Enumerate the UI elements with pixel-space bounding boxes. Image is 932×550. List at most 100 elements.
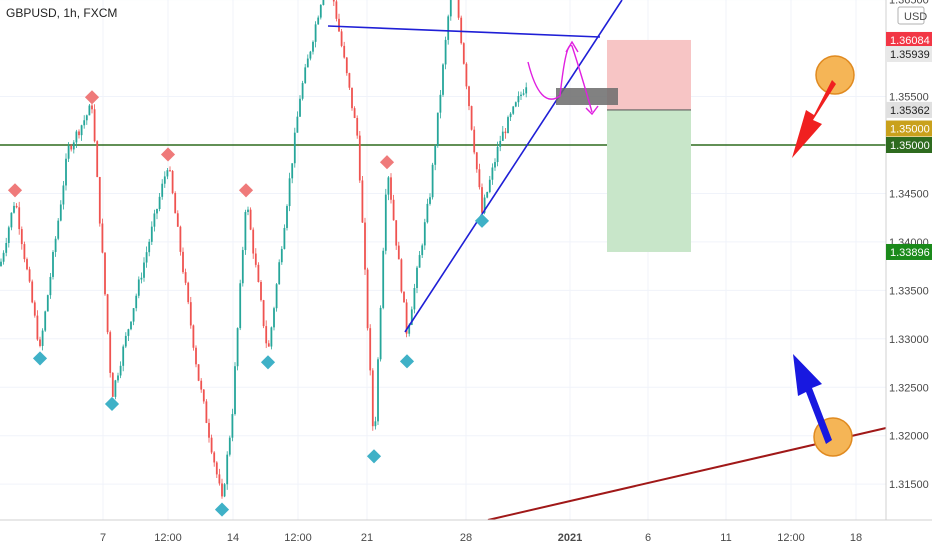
price-tick-label: 1.33500 bbox=[889, 285, 929, 297]
price-axis-background bbox=[886, 0, 932, 550]
candle-body bbox=[384, 194, 387, 251]
candle-body bbox=[109, 332, 112, 373]
candle-body bbox=[286, 206, 288, 228]
time-tick-label: 28 bbox=[460, 532, 472, 544]
candle-body bbox=[111, 372, 114, 397]
support-trendline bbox=[404, 0, 623, 333]
candle-body bbox=[462, 43, 465, 64]
price-axis[interactable]: 1.365001.355001.345001.340001.335001.330… bbox=[885, 0, 932, 550]
price-tag-label: 1.35000 bbox=[890, 124, 930, 136]
candle-body bbox=[416, 267, 418, 289]
candle-body bbox=[59, 204, 62, 221]
candle-body bbox=[403, 291, 405, 303]
candle-body bbox=[312, 41, 314, 52]
candle-body bbox=[447, 16, 450, 40]
candle-body bbox=[481, 187, 483, 213]
candle-body bbox=[166, 170, 169, 177]
candle-body bbox=[2, 252, 5, 262]
candle-body bbox=[226, 454, 229, 485]
candle-body bbox=[213, 452, 216, 463]
candle-body bbox=[169, 170, 171, 172]
candle-body bbox=[283, 227, 286, 249]
time-axis-background bbox=[0, 520, 932, 550]
candle-body bbox=[457, 0, 460, 18]
short-position-tool[interactable] bbox=[607, 39, 691, 252]
candle-body bbox=[449, 0, 452, 17]
candle-body bbox=[130, 321, 132, 330]
time-axis[interactable]: 7 12:00 14 12:00 21 28 2021 6 11 12:00 18 bbox=[0, 519, 932, 550]
candle-body bbox=[288, 178, 291, 207]
candle-body bbox=[28, 269, 31, 282]
time-tick-label: 21 bbox=[361, 532, 373, 544]
candle-body bbox=[197, 364, 200, 381]
candle-body bbox=[260, 281, 262, 301]
candle-body bbox=[62, 185, 65, 205]
candle-body bbox=[135, 295, 138, 309]
candle-body bbox=[338, 18, 340, 32]
candle-body bbox=[44, 311, 47, 331]
candle-body bbox=[444, 39, 447, 65]
candle-body bbox=[475, 152, 478, 170]
swing-high-marker bbox=[160, 147, 176, 162]
candle-body bbox=[431, 164, 434, 198]
candle-body bbox=[5, 242, 8, 253]
candle-body bbox=[80, 125, 83, 136]
candle-body bbox=[161, 183, 164, 197]
candle-body bbox=[369, 328, 372, 371]
candle-body bbox=[85, 115, 88, 121]
candle-body bbox=[317, 17, 320, 25]
price-tick-label: 1.32000 bbox=[889, 431, 929, 443]
candle-body bbox=[473, 129, 476, 153]
candle-body bbox=[486, 192, 489, 198]
candle-body bbox=[382, 250, 385, 308]
candle-body bbox=[137, 279, 140, 296]
time-tick-label: 12:00 bbox=[777, 532, 805, 544]
candle-body bbox=[322, 0, 325, 5]
candle-body bbox=[20, 229, 23, 245]
price-tag bbox=[886, 243, 932, 260]
candle-body bbox=[132, 308, 135, 322]
price-tag bbox=[886, 31, 932, 48]
candle-body bbox=[254, 253, 257, 265]
candle-body bbox=[41, 330, 44, 346]
candle-body bbox=[163, 176, 166, 184]
price-tag bbox=[886, 137, 932, 153]
price-tag bbox=[886, 46, 932, 63]
candle-body bbox=[23, 244, 26, 260]
candle-body bbox=[478, 169, 481, 188]
candle-body bbox=[387, 177, 390, 195]
candle-body bbox=[501, 131, 504, 141]
candle-body bbox=[65, 158, 67, 186]
candle-body bbox=[36, 315, 39, 340]
candle-body bbox=[52, 252, 54, 277]
candle-body bbox=[33, 302, 36, 316]
swing-markers bbox=[7, 90, 490, 517]
candle-body bbox=[436, 112, 439, 146]
time-tick-label: 14 bbox=[227, 532, 239, 544]
candle-body bbox=[192, 325, 195, 348]
candle-body bbox=[278, 262, 281, 285]
candle-body bbox=[356, 117, 359, 136]
candle-body bbox=[10, 212, 13, 228]
candle-body bbox=[423, 222, 426, 246]
candle-body bbox=[195, 347, 197, 365]
candle-body bbox=[390, 177, 392, 200]
candle-body bbox=[262, 300, 265, 327]
candle-body bbox=[504, 131, 507, 134]
candle-body bbox=[244, 212, 247, 251]
candle-body bbox=[345, 57, 348, 74]
candle-body bbox=[241, 250, 244, 284]
candle-body bbox=[210, 437, 213, 453]
candle-body bbox=[397, 245, 400, 260]
swing-low-marker bbox=[104, 396, 120, 412]
candle-body bbox=[236, 328, 239, 367]
candle-body bbox=[517, 96, 520, 103]
candle-body bbox=[434, 145, 437, 165]
candle-body bbox=[460, 17, 463, 44]
candle-body bbox=[470, 106, 473, 130]
candle-body bbox=[13, 205, 15, 213]
candle-body bbox=[275, 284, 278, 309]
candle-body bbox=[117, 375, 119, 381]
candle-body bbox=[252, 229, 255, 254]
